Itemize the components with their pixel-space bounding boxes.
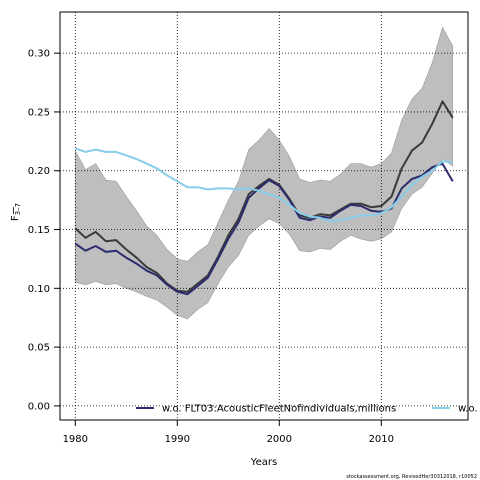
y-tick-label: 0.30 [28,49,50,60]
footer-note: stockassessment.org, RevisedHer30312018,… [346,474,477,480]
svg-text:F3–7: F3–7 [10,203,22,221]
series-layer [74,100,454,296]
y-axis-label: F3–7 [10,203,22,221]
y-axis-label-subscript: 3–7 [14,203,22,215]
grid-layer [60,12,468,420]
legend: w.o. FLT03:AcousticFleetNofindividuals,m… [136,404,480,415]
y-axis-ticks: 0.00 0.05 0.10 0.15 0.20 0.25 0.30 [28,49,60,412]
x-tick-label: 1990 [165,434,190,445]
plot-frame [59,11,469,421]
confidence-band-layer [75,26,454,320]
legend-label: w.o. FLT03:AcousticFleetNofindividuals,m… [162,404,396,415]
x-axis-label: Years [250,457,277,468]
legend-label: w.o. CPI [458,404,480,415]
series-line-3 [74,147,453,223]
series-line-1 [74,100,454,293]
y-tick-label: 0.20 [28,166,50,177]
confidence-band [75,26,454,320]
y-tick-label: 0.25 [28,107,50,118]
y-tick-label: 0.10 [28,284,50,295]
x-tick-label: 2010 [369,434,394,445]
x-tick-label: 2000 [267,434,292,445]
x-axis-ticks: 1980 1990 2000 2010 [63,420,394,445]
x-tick-label: 1980 [63,434,88,445]
y-axis-label-main: F [10,215,21,221]
y-tick-label: 0.00 [28,401,50,412]
y-tick-label: 0.15 [28,225,50,236]
y-tick-label: 0.05 [28,343,50,354]
